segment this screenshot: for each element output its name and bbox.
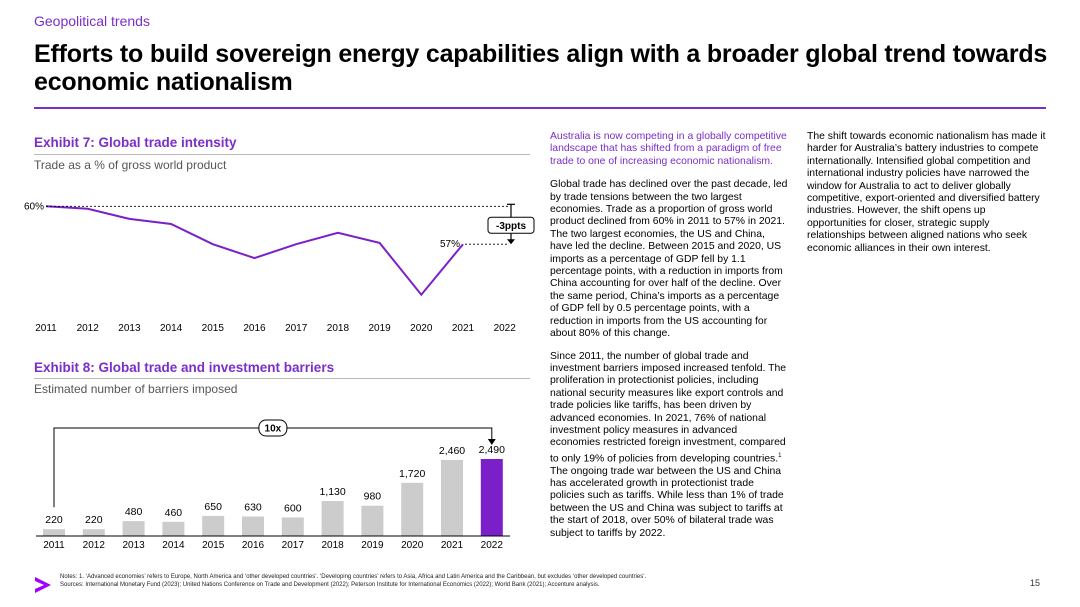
exhibit8-value-label: 220 [45, 514, 63, 526]
exhibit8-multiplier-arrow [487, 439, 496, 445]
exhibit8-multiplier-bracket [53, 427, 493, 508]
footnote-marker: 1 [778, 452, 782, 459]
exhibit7-x-tick-label: 2015 [202, 323, 225, 334]
exhibit8-bar [202, 515, 225, 536]
exhibit8-x-tick-label: 2016 [242, 540, 265, 551]
exhibit8-bar [321, 501, 344, 536]
exhibit8-bar [361, 505, 384, 536]
exhibit7-x-tick-label: 2013 [118, 323, 141, 334]
body-paragraph-2: Since 2011, the number of global trade a… [550, 351, 790, 541]
exhibit7-x-tick-label: 2019 [368, 323, 391, 334]
exhibit8-subtitle: Estimated number of barriers imposed [34, 382, 238, 396]
exhibit7-x-tick-label: 2016 [243, 323, 266, 334]
exhibit8-rule [34, 378, 530, 379]
exhibit8-title: Exhibit 8: Global trade and investment b… [34, 360, 335, 375]
body-paragraph-1: Global trade has declined over the past … [550, 179, 788, 340]
body-paragraph-2-part-b: The ongoing trade war between the US and… [550, 465, 784, 539]
exhibit8-x-tick-label: 2011 [43, 540, 65, 551]
exhibit8-value-label: 480 [125, 506, 143, 518]
exhibit8-x-tick-label: 2020 [401, 540, 424, 551]
page-number: 15 [1030, 578, 1041, 588]
exhibit7-x-tick-label: 2017 [285, 323, 308, 334]
section-kicker: Geopolitical trends [34, 13, 150, 29]
exhibit7-title: Exhibit 7: Global trade intensity [34, 135, 237, 150]
body-column-right: The shift towards economic nationalism h… [807, 131, 1047, 255]
exhibit8-bar [43, 529, 65, 536]
exhibit8-x-tick-label: 2013 [122, 540, 145, 551]
exhibit7-rule [34, 154, 530, 155]
exhibit7-end-label: 57% [440, 239, 460, 250]
exhibit8-value-label: 630 [244, 502, 262, 514]
exhibit8-x-tick-label: 2018 [321, 540, 344, 551]
exhibit8-multiplier-label: 10x [265, 424, 282, 435]
exhibit8-value-label: 1,720 [399, 468, 425, 480]
accenture-chevron-icon [35, 577, 51, 593]
exhibit8-x-tick-label: 2014 [162, 540, 185, 551]
title-divider [34, 107, 1046, 109]
exhibit8-value-label: 650 [204, 501, 222, 513]
exhibit8-bar-chart: 220 2011 220 2012 480 2013 460 2014 650 2015 630 20… [36, 419, 510, 551]
exhibit8-bar [401, 482, 424, 536]
exhibit8-value-label: 600 [284, 502, 302, 514]
body-paragraph-3: The shift towards economic nationalism h… [807, 131, 1046, 254]
exhibit8-x-tick-label: 2012 [83, 540, 106, 551]
exhibit8-bar [441, 459, 463, 536]
exhibit8-multiplier-badge [258, 419, 288, 437]
exhibit8-x-tick-label: 2015 [202, 540, 225, 551]
exhibit8-value-label: 980 [364, 491, 382, 503]
exhibit8-bar [242, 516, 264, 536]
exhibit7-x-tick-label: 2012 [77, 323, 100, 334]
exhibit8-bar [162, 521, 185, 536]
exhibit8-bar [122, 521, 145, 536]
exhibit8-value-label: 1,130 [319, 486, 345, 498]
exhibit8-x-tick-label: 2017 [282, 540, 305, 551]
exhibit8-x-tick-label: 2021 [441, 540, 464, 551]
exhibit8-value-label: 2,460 [439, 445, 465, 457]
exhibit7-change-badge [487, 216, 535, 234]
page-title: Efforts to build sovereign energy capabi… [34, 40, 1048, 96]
exhibit8-value-label: 220 [85, 514, 103, 526]
exhibit8-x-tick-label: 2022 [481, 540, 504, 551]
sources-text: Sources: International Monetary Fund (20… [60, 581, 600, 588]
exhibit7-subtitle: Trade as a % of gross world product [34, 158, 227, 172]
exhibit7-x-tick-label: 2011 [35, 323, 57, 334]
notes-text: Notes: 1. ‘Advanced economies’ refers to… [60, 574, 647, 580]
lead-paragraph: Australia is now competing in a globally… [550, 131, 787, 167]
exhibit7-change-label: -3ppts [496, 221, 526, 232]
exhibit7-x-tick-label: 2020 [410, 323, 433, 334]
exhibit7-change-arrow [507, 239, 515, 245]
exhibit8-bar [281, 517, 304, 536]
exhibit7-line-chart: 2011 2012 2013 2014 2015 2016 2017 2018 2019 2020… [24, 201, 535, 334]
exhibit8-value-label: 460 [165, 507, 183, 519]
exhibit7-start-label: 60% [24, 201, 44, 212]
footer-notes: Notes: 1. ‘Advanced economies’ refers to… [60, 574, 990, 589]
exhibit8-x-tick-label: 2019 [361, 540, 384, 551]
exhibit7-x-tick-label: 2014 [160, 323, 183, 334]
exhibit7-x-tick-label: 2021 [452, 323, 475, 334]
exhibit7-x-tick-label: 2018 [327, 323, 350, 334]
body-paragraph-2-part-a: Since 2011, the number of global trade a… [550, 350, 787, 465]
body-column-middle: Australia is now competing in a globally… [550, 131, 790, 550]
exhibit8-bar [82, 529, 105, 536]
exhibit7-x-tick-label: 2022 [494, 323, 517, 334]
exhibit8-value-label: 2,490 [479, 444, 505, 456]
exhibit7-series-line [45, 205, 464, 297]
exhibit8-bar [480, 459, 503, 536]
